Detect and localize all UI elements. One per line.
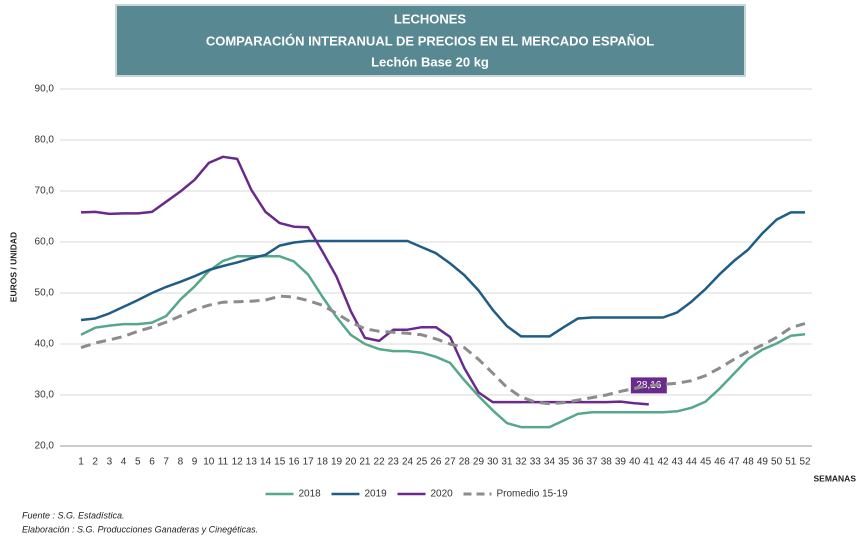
x-tick-label: 50: [771, 457, 783, 468]
series-line: [80, 255, 806, 429]
x-tick-label: 27: [445, 457, 457, 468]
x-tick-label: 37: [586, 457, 598, 468]
y-tick-label: 60,0: [35, 237, 55, 248]
x-tick-label: 15: [274, 457, 286, 468]
x-tick-label: 5: [135, 457, 141, 468]
legend-label: 2020: [431, 489, 454, 500]
title-box: [115, 4, 746, 77]
x-tick-label: 8: [178, 457, 184, 468]
chart-title: LECHONES: [394, 11, 467, 26]
x-tick-label: 52: [799, 457, 811, 468]
x-tick-label: 40: [629, 457, 641, 468]
x-tick-label: 23: [388, 457, 400, 468]
chart-subtitle: COMPARACIÓN INTERANUAL DE PRECIOS EN EL …: [206, 33, 654, 48]
footnote: Elaboración : S.G. Producciones Ganadera…: [22, 524, 258, 534]
x-tick-label: 32: [516, 457, 528, 468]
x-tick-label: 9: [192, 457, 198, 468]
series-line: [80, 155, 649, 406]
x-tick-label: 16: [288, 457, 300, 468]
y-tick-label: 80,0: [35, 135, 55, 146]
y-tick-label: 30,0: [35, 390, 55, 401]
x-tick-label: 26: [430, 457, 442, 468]
x-tick-label: 3: [107, 457, 113, 468]
x-tick-label: 29: [473, 457, 485, 468]
x-tick-label: 19: [331, 457, 343, 468]
data-label: 28,16: [636, 380, 661, 391]
x-tick-label: 51: [785, 457, 797, 468]
x-tick-label: 31: [501, 457, 513, 468]
series-line: [80, 294, 806, 406]
x-tick-label: 11: [218, 457, 229, 468]
y-tick-label: 90,0: [35, 84, 55, 95]
x-tick-label: 25: [416, 457, 428, 468]
x-tick-label: 38: [601, 457, 613, 468]
x-tick-label: 46: [714, 457, 726, 468]
x-tick-label: 36: [572, 457, 584, 468]
x-tick-label: 13: [246, 457, 258, 468]
x-tick-label: 1: [78, 457, 84, 468]
x-tick-label: 34: [544, 457, 556, 468]
y-tick-label: 40,0: [35, 339, 55, 350]
x-tick-label: 10: [203, 457, 215, 468]
x-tick-label: 21: [359, 457, 371, 468]
data-label-box: [630, 377, 667, 394]
chart-subtitle: Lechón Base 20 kg: [371, 54, 489, 69]
y-axis-label: EUROS / UNIDAD: [8, 232, 18, 302]
x-tick-label: 24: [402, 457, 414, 468]
x-tick-label: 39: [615, 457, 627, 468]
x-tick-label: 43: [672, 457, 684, 468]
series-line: [80, 211, 805, 338]
footnote: Fuente : S.G. Estadística.: [22, 510, 125, 520]
x-tick-label: 47: [728, 457, 740, 468]
x-tick-label: 12: [232, 457, 244, 468]
legend-label: Promedio 15-19: [497, 489, 569, 500]
x-tick-label: 33: [530, 457, 542, 468]
x-tick-label: 30: [487, 457, 499, 468]
x-tick-label: 20: [345, 457, 357, 468]
legend-label: 2018: [299, 489, 322, 500]
x-tick-label: 35: [558, 457, 570, 468]
x-tick-label: 41: [643, 457, 655, 468]
y-tick-label: 20,0: [35, 441, 55, 452]
x-tick-label: 14: [260, 457, 272, 468]
x-tick-label: 17: [303, 457, 315, 468]
x-tick-label: 28: [459, 457, 471, 468]
x-tick-label: 42: [657, 457, 669, 468]
x-axis-label: SEMANAS: [813, 473, 856, 483]
legend-label: 2019: [365, 489, 388, 500]
x-tick-label: 6: [149, 457, 155, 468]
x-tick-label: 49: [757, 457, 769, 468]
x-tick-label: 2: [92, 457, 98, 468]
x-tick-label: 4: [121, 457, 127, 468]
x-tick-label: 48: [743, 457, 755, 468]
x-tick-label: 7: [163, 457, 169, 468]
y-tick-label: 70,0: [35, 186, 55, 197]
x-tick-label: 44: [686, 457, 698, 468]
x-tick-label: 22: [374, 457, 386, 468]
y-tick-label: 50,0: [35, 288, 55, 299]
x-tick-label: 45: [700, 457, 712, 468]
x-tick-label: 18: [317, 457, 329, 468]
